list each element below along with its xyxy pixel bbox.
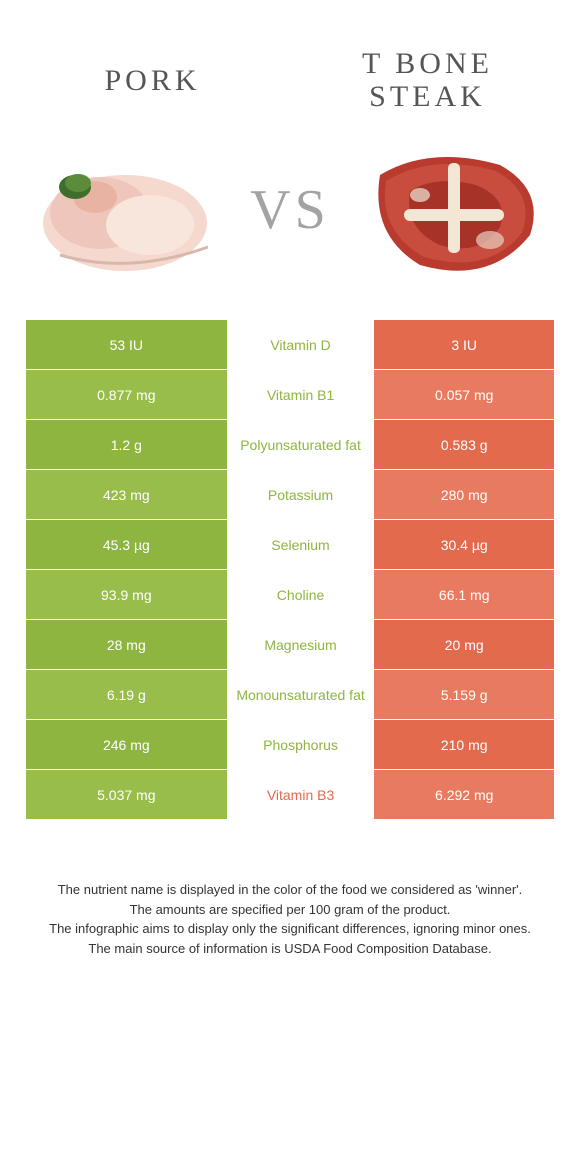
right-food-title: T bone steak — [315, 47, 540, 113]
footer-line: The main source of information is USDA F… — [40, 939, 540, 959]
right-value: 280 mg — [374, 470, 554, 519]
nutrient-name: Phosphorus — [227, 720, 375, 769]
left-value: 45.3 µg — [26, 520, 227, 569]
table-row: 423 mgPotassium280 mg — [26, 470, 554, 520]
pork-image — [30, 135, 230, 285]
right-value: 30.4 µg — [374, 520, 554, 569]
left-value: 6.19 g — [26, 670, 227, 719]
table-row: 246 mgPhosphorus210 mg — [26, 720, 554, 770]
table-row: 93.9 mgCholine66.1 mg — [26, 570, 554, 620]
right-value: 0.583 g — [374, 420, 554, 469]
images-row: VS — [0, 120, 580, 320]
right-value: 3 IU — [374, 320, 554, 369]
table-row: 6.19 gMonounsaturated fat5.159 g — [26, 670, 554, 720]
footer-line: The infographic aims to display only the… — [40, 919, 540, 939]
table-row: 28 mgMagnesium20 mg — [26, 620, 554, 670]
nutrient-name: Vitamin B3 — [227, 770, 375, 819]
table-row: 0.877 mgVitamin B10.057 mg — [26, 370, 554, 420]
nutrient-name: Potassium — [227, 470, 375, 519]
comparison-table: 53 IUVitamin D3 IU0.877 mgVitamin B10.05… — [26, 320, 554, 820]
table-row: 53 IUVitamin D3 IU — [26, 320, 554, 370]
left-value: 93.9 mg — [26, 570, 227, 619]
vs-label: VS — [250, 178, 330, 242]
header: Pork T bone steak — [0, 0, 580, 120]
left-value: 0.877 mg — [26, 370, 227, 419]
nutrient-name: Monounsaturated fat — [227, 670, 375, 719]
right-value: 6.292 mg — [374, 770, 554, 819]
left-value: 53 IU — [26, 320, 227, 369]
right-value: 20 mg — [374, 620, 554, 669]
nutrient-name: Polyunsaturated fat — [227, 420, 375, 469]
right-value: 0.057 mg — [374, 370, 554, 419]
nutrient-name: Vitamin B1 — [227, 370, 375, 419]
nutrient-name: Vitamin D — [227, 320, 375, 369]
nutrient-name: Magnesium — [227, 620, 375, 669]
nutrient-name: Choline — [227, 570, 375, 619]
right-value: 5.159 g — [374, 670, 554, 719]
right-value: 66.1 mg — [374, 570, 554, 619]
left-value: 246 mg — [26, 720, 227, 769]
footer-line: The nutrient name is displayed in the co… — [40, 880, 540, 900]
steak-image — [350, 135, 550, 285]
table-row: 1.2 gPolyunsaturated fat0.583 g — [26, 420, 554, 470]
left-value: 28 mg — [26, 620, 227, 669]
left-value: 1.2 g — [26, 420, 227, 469]
footer: The nutrient name is displayed in the co… — [0, 820, 580, 958]
table-row: 5.037 mgVitamin B36.292 mg — [26, 770, 554, 820]
left-value: 5.037 mg — [26, 770, 227, 819]
nutrient-name: Selenium — [227, 520, 375, 569]
table-row: 45.3 µgSelenium30.4 µg — [26, 520, 554, 570]
footer-line: The amounts are specified per 100 gram o… — [40, 900, 540, 920]
left-value: 423 mg — [26, 470, 227, 519]
left-food-title: Pork — [40, 64, 265, 97]
right-value: 210 mg — [374, 720, 554, 769]
